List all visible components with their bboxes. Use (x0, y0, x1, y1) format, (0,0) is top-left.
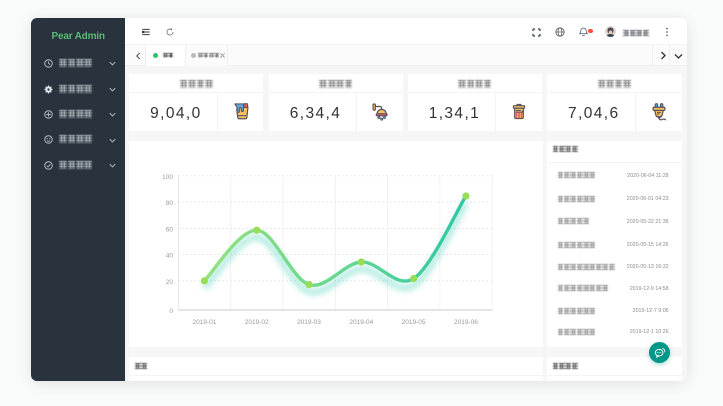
svg-text:40: 40 (166, 252, 174, 259)
svg-text:2019-04: 2019-04 (349, 319, 373, 326)
svg-text:0: 0 (169, 308, 173, 315)
svg-text:100: 100 (162, 173, 173, 180)
svg-text:80: 80 (166, 200, 174, 207)
svg-text:2019-02: 2019-02 (245, 319, 269, 326)
svg-text:2019-01: 2019-01 (192, 319, 216, 326)
svg-text:20: 20 (166, 278, 174, 285)
svg-text:60: 60 (166, 226, 174, 233)
svg-text:2019-05: 2019-05 (402, 319, 426, 326)
svg-text:2019-06: 2019-06 (454, 319, 478, 326)
svg-text:2019-03: 2019-03 (297, 319, 321, 326)
